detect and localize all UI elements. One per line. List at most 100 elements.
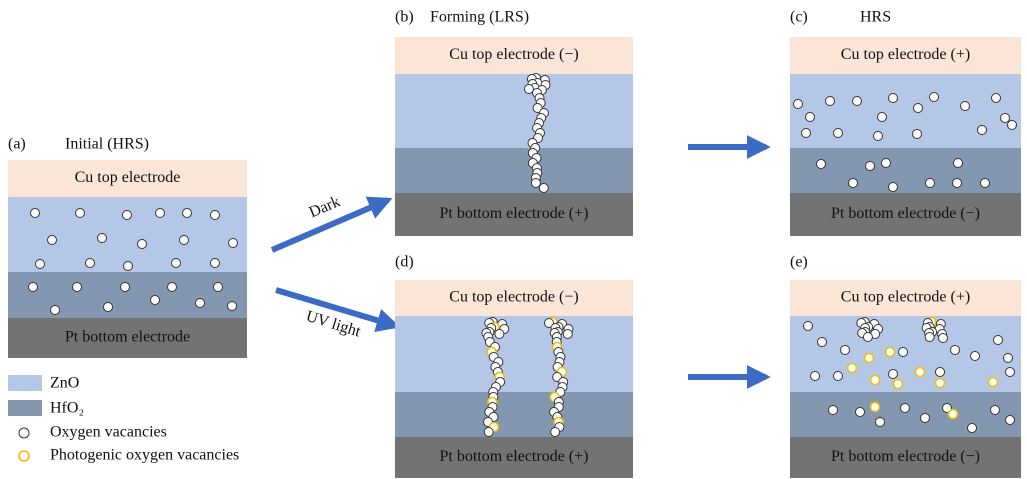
oxygen-vacancy (878, 113, 887, 122)
electrode-label: Cu top electrode (−) (449, 289, 578, 306)
oxygen-vacancy (214, 283, 223, 292)
oxygen-vacancy (968, 424, 977, 433)
panel-id: (e) (790, 254, 808, 271)
panel-title: HRS (860, 9, 891, 26)
electrode-label: Cu top electrode (−) (449, 46, 578, 63)
photogenic-vacancy (936, 379, 945, 388)
oxygen-vacancy (954, 159, 963, 168)
oxygen-vacancy (156, 209, 165, 218)
zno-layer (790, 74, 1021, 148)
oxygen-vacancy (939, 334, 948, 343)
legend-label: HfO₂ (50, 400, 84, 417)
oxygen-vacancy (1001, 114, 1010, 123)
oxygen-vacancy (992, 94, 1001, 103)
oxygen-vacancy (104, 303, 113, 312)
oxygen-vacancy (826, 97, 835, 106)
oxygen-vacancy (804, 322, 813, 331)
oxygen-vacancy (36, 260, 45, 269)
oxygen-vacancy (802, 129, 811, 138)
oxygen-vacancy (899, 348, 908, 357)
oxygen-vacancy (551, 428, 560, 437)
oxygen-vacancy (31, 209, 40, 218)
oxygen-vacancy (834, 372, 843, 381)
oxygen-vacancy (876, 418, 885, 427)
oxygen-vacancy (531, 179, 540, 188)
photogenic-vacancy (848, 364, 857, 373)
oxygen-vacancy (196, 299, 205, 308)
oxygen-vacancy (889, 183, 898, 192)
oxygen-vacancy (484, 428, 493, 437)
oxygen-vacancy (1008, 121, 1017, 130)
oxygen-vacancy (138, 240, 147, 249)
legend-label: ZnO (50, 375, 79, 392)
oxygen-vacancy (29, 283, 38, 292)
oxygen-vacancy (98, 234, 107, 243)
oxygen-vacancy (76, 209, 85, 218)
panel-title: Forming (LRS) (430, 9, 529, 26)
photogenic-vacancy (871, 376, 880, 385)
oxygen-vacancy (73, 283, 82, 292)
oxygen-vacancy (914, 104, 923, 113)
photogenic-vacancy (886, 348, 895, 357)
oxygen-vacancy (994, 336, 1003, 345)
oxygen-vacancy (882, 159, 891, 168)
electrode-label: Cu top electrode (+) (841, 289, 970, 306)
photogenic-vacancy (865, 354, 874, 363)
oxygen-vacancy (563, 330, 572, 339)
oxygen-vacancy (495, 330, 504, 339)
oxygen-vacancy (951, 346, 960, 355)
hfo2-layer (8, 272, 247, 318)
legend-swatch (8, 400, 42, 416)
oxygen-vacancy (971, 352, 980, 361)
photogenic-vacancy (894, 380, 903, 389)
legend-label: Oxygen vacancies (50, 424, 167, 441)
photogenic-vacancy (949, 410, 958, 419)
oxygen-vacancy (936, 368, 945, 377)
oxygen-vacancy (889, 94, 898, 103)
hfo2-layer (395, 392, 633, 437)
panel-id: (c) (790, 9, 808, 26)
oxygen-vacancy (794, 100, 803, 109)
oxygen-vacancy (48, 236, 57, 245)
oxygen-vacancy (151, 296, 160, 305)
oxygen-vacancy (930, 93, 939, 102)
electrode-label: Pt bottom electrode (−) (831, 205, 980, 222)
oxygen-vacancy (978, 126, 987, 135)
oxygen-vacancy (961, 102, 970, 111)
oxygen-vacancy (811, 372, 820, 381)
oxygen-vacancy (889, 370, 898, 379)
oxygen-vacancy (913, 130, 922, 139)
hfo2-layer (395, 148, 633, 193)
electrode-label: Pt bottom electrode (+) (440, 205, 589, 222)
oxygen-vacancy (829, 406, 838, 415)
electrode-label: Pt bottom electrode (65, 329, 190, 346)
oxygen-vacancy (925, 333, 934, 342)
figure: Dark UV light ZnO HfO₂ Oxygen vacancies … (0, 0, 1027, 479)
oxygen-vacancy (124, 262, 133, 271)
oxygen-vacancy (841, 346, 850, 355)
oxygen-vacancy (121, 283, 130, 292)
panel-title: Initial (HRS) (65, 136, 149, 153)
photogenic-vacancy (989, 378, 998, 387)
legend-label: Photogenic oxygen vacancies (50, 447, 239, 464)
panel-id: (b) (395, 9, 414, 26)
oxygen-vacancy (1004, 354, 1013, 363)
oxygen-vacancy (901, 404, 910, 413)
electrode-label: Cu top electrode (75, 169, 181, 186)
oxygen-vacancy (921, 414, 930, 423)
oxygen-vacancy (211, 259, 220, 268)
oxygen-vacancy (180, 236, 189, 245)
zno-layer (395, 74, 633, 148)
oxygen-vacancy (953, 179, 962, 188)
oxygen-vacancy (1006, 368, 1015, 377)
oxygen-vacancy (172, 259, 181, 268)
oxygen-vacancy (168, 283, 177, 292)
electrode-label: Pt bottom electrode (−) (831, 448, 980, 465)
arrow-label: Dark (307, 193, 343, 221)
photogenic-vacancy (916, 368, 925, 377)
oxygen-vacancy (524, 85, 533, 94)
oxygen-vacancy (51, 306, 60, 315)
oxygen-vacancy (991, 406, 1000, 415)
zno-layer (395, 316, 633, 392)
oxygen-vacancy (874, 132, 883, 141)
